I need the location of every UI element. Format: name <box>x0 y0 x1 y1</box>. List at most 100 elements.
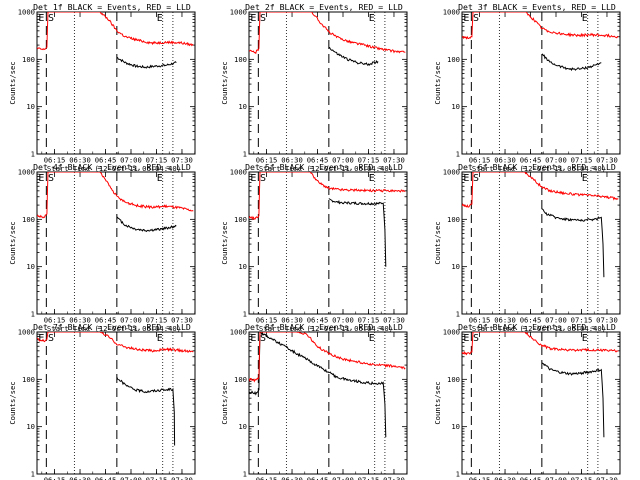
y-tick-label: 100 <box>234 375 247 384</box>
y-tick-label: 100 <box>22 375 35 384</box>
detector-panel: Det 3f BLACK = Events, RED = LLD 1 10 100 10… <box>433 2 621 173</box>
y-axis-label: Counts/sec <box>8 221 17 264</box>
marker-label-e-end: E <box>369 333 375 344</box>
y-tick-label: 100 <box>447 55 460 64</box>
x-tick-label: 06:45 <box>520 156 542 165</box>
x-tick-label: 07:00 <box>332 316 354 325</box>
x-tick-label: 06:30 <box>281 156 303 165</box>
plot-frame <box>36 331 196 475</box>
plot-frame <box>248 171 408 315</box>
plot-frame <box>248 11 408 155</box>
marker-label-s: S <box>473 173 479 184</box>
panel-title: Det 8f BLACK = Events, RED = LLD <box>245 322 403 332</box>
x-tick-label: 07:00 <box>545 156 567 165</box>
panel-title: Det 6f BLACK = Events, RED = LLD <box>458 162 616 172</box>
x-tick-label: 07:30 <box>596 156 618 165</box>
x-tick-label: 07:00 <box>120 316 142 325</box>
lld-series-line <box>249 172 406 221</box>
lld-series-line <box>462 332 619 356</box>
detector-panel: Det 5f BLACK = Events, RED = LLD 1 10 100 10… <box>220 162 408 333</box>
y-tick-label: 10 <box>26 102 35 111</box>
y-tick-label: 1 <box>456 150 460 159</box>
y-tick-label: 1000 <box>230 8 247 17</box>
marker-label-e: E <box>463 13 469 24</box>
x-axis-label: Start Time (12-Oct-11 06:04:40) <box>259 324 393 333</box>
y-tick-label: 100 <box>447 215 460 224</box>
y-tick-label: 1 <box>243 310 247 319</box>
x-tick-label: 06:30 <box>494 476 516 480</box>
y-axis-label: Counts/sec <box>220 221 229 264</box>
panel-title: Det 3f BLACK = Events, RED = LLD <box>458 2 616 12</box>
marker-label-e: E <box>250 13 256 24</box>
events-series-line <box>541 208 605 278</box>
y-tick-label: 100 <box>22 55 35 64</box>
y-tick-label: 1000 <box>18 328 35 337</box>
events-series-line <box>541 53 602 72</box>
plot-frame <box>36 11 196 155</box>
plot-frame <box>248 331 408 475</box>
plot-frame <box>461 171 621 315</box>
y-axis-label: Counts/sec <box>433 381 442 424</box>
x-tick-label: 06:45 <box>307 476 329 480</box>
y-tick-label: 100 <box>234 215 247 224</box>
x-tick-label: 06:15 <box>256 156 278 165</box>
marker-label-e: E <box>38 333 44 344</box>
x-tick-label: 07:15 <box>571 156 593 165</box>
x-tick-label: 06:45 <box>307 156 329 165</box>
marker-label-s: S <box>473 13 479 24</box>
x-tick-label: 06:15 <box>44 476 66 480</box>
x-tick-label: 06:45 <box>520 316 542 325</box>
x-tick-label: 06:30 <box>281 476 303 480</box>
y-tick-label: 10 <box>451 422 460 431</box>
marker-label-e-end: E <box>157 333 163 344</box>
x-axis-label: Start Time (12-Oct-11 06:04:40) <box>472 164 606 173</box>
y-axis-label: Counts/sec <box>8 61 17 104</box>
events-series-line <box>249 332 387 438</box>
x-tick-label: 07:30 <box>171 476 193 480</box>
x-tick-label: 06:15 <box>469 156 491 165</box>
events-series-line <box>328 198 387 267</box>
y-tick-label: 10 <box>238 422 247 431</box>
x-tick-label: 07:15 <box>358 476 380 480</box>
x-tick-label: 07:00 <box>545 476 567 480</box>
x-tick-label: 07:30 <box>171 156 193 165</box>
y-tick-label: 10 <box>26 422 35 431</box>
x-tick-label: 06:45 <box>95 476 117 480</box>
y-axis-label: Counts/sec <box>433 61 442 104</box>
events-series-line <box>541 362 605 438</box>
x-tick-label: 06:30 <box>69 156 91 165</box>
marker-label-s: S <box>260 333 266 344</box>
events-series-line <box>116 376 176 446</box>
marker-label-e-end: E <box>157 13 163 24</box>
x-tick-label: 06:15 <box>256 316 278 325</box>
y-tick-label: 1000 <box>18 8 35 17</box>
marker-label-e-end: E <box>582 13 588 24</box>
lld-series-line <box>249 12 406 55</box>
y-axis-label: Counts/sec <box>8 381 17 424</box>
panel-title: Det 7f BLACK = Events, RED = LLD <box>33 322 191 332</box>
x-tick-label: 06:30 <box>69 316 91 325</box>
x-tick-label: 07:00 <box>545 316 567 325</box>
x-axis-label: Start Time (12-Oct-11 06:04:40) <box>472 324 606 333</box>
marker-label-e: E <box>463 173 469 184</box>
marker-label-s: S <box>48 333 54 344</box>
plot-frame <box>36 171 196 315</box>
y-tick-label: 10 <box>26 262 35 271</box>
marker-label-e: E <box>250 333 256 344</box>
x-tick-label: 06:45 <box>520 476 542 480</box>
y-tick-label: 100 <box>22 215 35 224</box>
panel-title: Det 1f BLACK = Events, RED = LLD <box>33 2 191 12</box>
y-tick-label: 1000 <box>443 328 460 337</box>
x-tick-label: 06:30 <box>69 476 91 480</box>
x-tick-label: 06:45 <box>95 156 117 165</box>
marker-label-s: S <box>473 333 479 344</box>
x-tick-label: 07:15 <box>146 476 168 480</box>
y-tick-label: 10 <box>451 102 460 111</box>
marker-label-s: S <box>260 173 266 184</box>
panel-title: Det 4f BLACK = Events, RED = LLD <box>33 162 191 172</box>
x-tick-label: 07:30 <box>383 476 405 480</box>
x-tick-label: 07:30 <box>383 156 405 165</box>
y-tick-label: 1 <box>456 470 460 479</box>
panel-title: Det 5f BLACK = Events, RED = LLD <box>245 162 403 172</box>
x-tick-label: 06:45 <box>307 316 329 325</box>
